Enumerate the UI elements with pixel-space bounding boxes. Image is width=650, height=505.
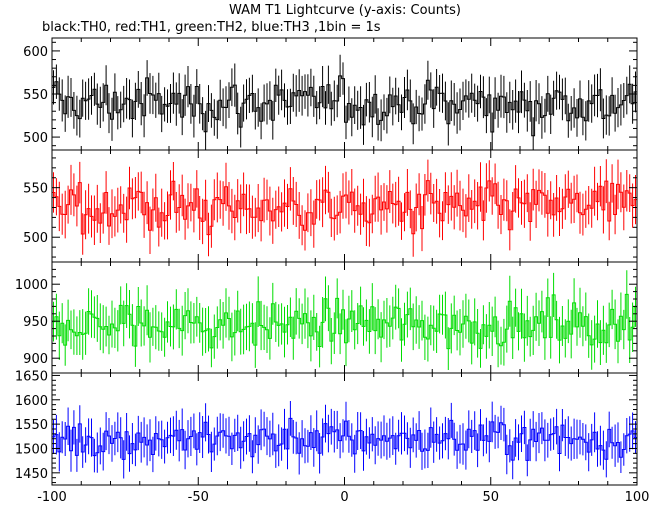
line-th2 xyxy=(52,293,637,350)
chart-subtitle: black:TH0, red:TH1, green:TH2, blue:TH3 … xyxy=(42,20,381,35)
y-tick-label: 1550 xyxy=(15,418,48,433)
y-tick-label: 500 xyxy=(23,231,48,246)
y-tick-label: 1500 xyxy=(15,442,48,457)
series-th1 xyxy=(52,159,637,257)
line-th1 xyxy=(52,180,637,236)
y-tick-label: 1450 xyxy=(15,467,48,482)
series-th2 xyxy=(52,270,637,370)
panel-th2: 900 950 1000 xyxy=(15,261,638,374)
x-tick-label: 0 xyxy=(340,490,348,505)
y-tick-label: 500 xyxy=(23,131,48,146)
panels-group: 5005506005005509009501000145015001550160… xyxy=(15,37,650,505)
line-th3 xyxy=(52,417,637,461)
x-tick-label: 50 xyxy=(482,490,499,505)
y-tick-label: 1600 xyxy=(15,394,48,409)
panel-th0: 500 550 600 xyxy=(23,37,638,151)
line-th0 xyxy=(52,75,637,137)
y-tick-label: 600 xyxy=(23,45,48,60)
y-tick-label: 1000 xyxy=(15,278,48,293)
x-tick-label: -50 xyxy=(188,490,209,505)
y-tick-label: 550 xyxy=(23,88,48,103)
error-bars-th1 xyxy=(53,159,636,257)
series-th0 xyxy=(52,54,637,150)
y-tick-label: 1650 xyxy=(15,369,48,384)
y-tick-label: 550 xyxy=(23,182,48,197)
x-tick-label: -100 xyxy=(37,490,67,505)
x-tick-label: 100 xyxy=(625,490,650,505)
chart-title: WAM T1 Lightcurve (y-axis: Counts) xyxy=(229,3,461,18)
panel-th3: 1450 1500 1550 1600 1650 xyxy=(15,369,638,486)
y-tick-label: 950 xyxy=(23,315,48,330)
y-tick-label: 900 xyxy=(23,352,48,367)
panel-th1: 500 550 xyxy=(23,149,638,263)
series-th3 xyxy=(52,401,637,480)
